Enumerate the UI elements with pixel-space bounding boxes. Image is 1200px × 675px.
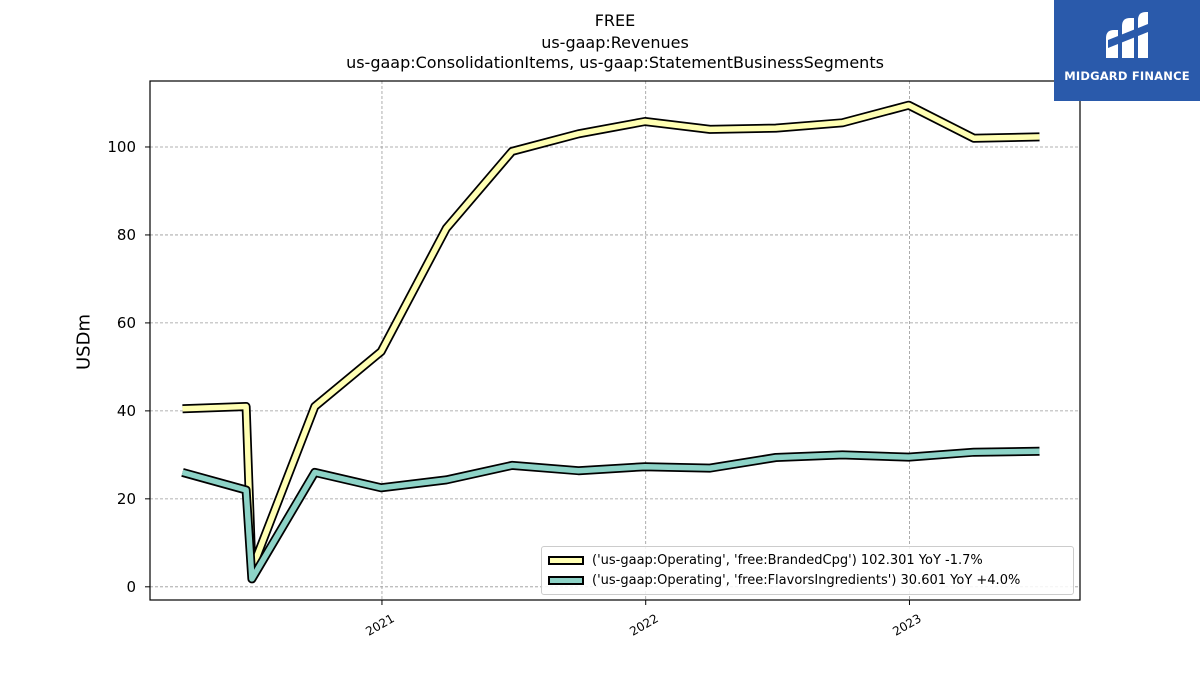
series-line-branded-cpg bbox=[182, 102, 1040, 572]
plot-frame bbox=[149, 80, 1081, 601]
chart-title: FREE bbox=[594, 11, 636, 30]
midgard-finance-logo: MIDGARD FINANCE bbox=[1054, 0, 1200, 101]
tick-marks bbox=[145, 146, 910, 605]
series-lines bbox=[181, 100, 1040, 584]
chart-subtitle-2: us-gaap:ConsolidationItems, us-gaap:Stat… bbox=[346, 53, 884, 72]
legend-swatch-branded-cpg bbox=[548, 555, 584, 565]
y-tick-label: 20 bbox=[116, 489, 136, 508]
series-line-flavors-ingredients bbox=[181, 448, 1040, 582]
legend-label-flavors-ingredients: ('us-gaap:Operating', 'free:FlavorsIngre… bbox=[592, 572, 1021, 588]
series-line-outline-branded-cpg bbox=[182, 100, 1040, 574]
y-tick-label: 60 bbox=[116, 313, 136, 332]
logo-text: MIDGARD FINANCE bbox=[1064, 69, 1190, 83]
legend-swatch-flavors-ingredients bbox=[548, 575, 584, 585]
legend-label-branded-cpg: ('us-gaap:Operating', 'free:BrandedCpg')… bbox=[592, 552, 983, 568]
y-tick-label: 0 bbox=[126, 577, 136, 596]
logo-mark-icon bbox=[1106, 12, 1148, 58]
chart-subtitle: us-gaap:Revenues bbox=[541, 33, 689, 52]
legend-entry-flavors-ingredients: ('us-gaap:Operating', 'free:FlavorsIngre… bbox=[548, 571, 1020, 589]
grid-lines bbox=[150, 81, 1080, 600]
legend: ('us-gaap:Operating', 'free:BrandedCpg')… bbox=[541, 546, 1074, 595]
y-axis-label: USDm bbox=[73, 314, 95, 370]
y-tick-label: 80 bbox=[116, 225, 136, 244]
legend-entry-branded-cpg: ('us-gaap:Operating', 'free:BrandedCpg')… bbox=[548, 551, 983, 569]
y-tick-label: 40 bbox=[116, 401, 136, 420]
y-tick-label: 100 bbox=[107, 137, 136, 156]
